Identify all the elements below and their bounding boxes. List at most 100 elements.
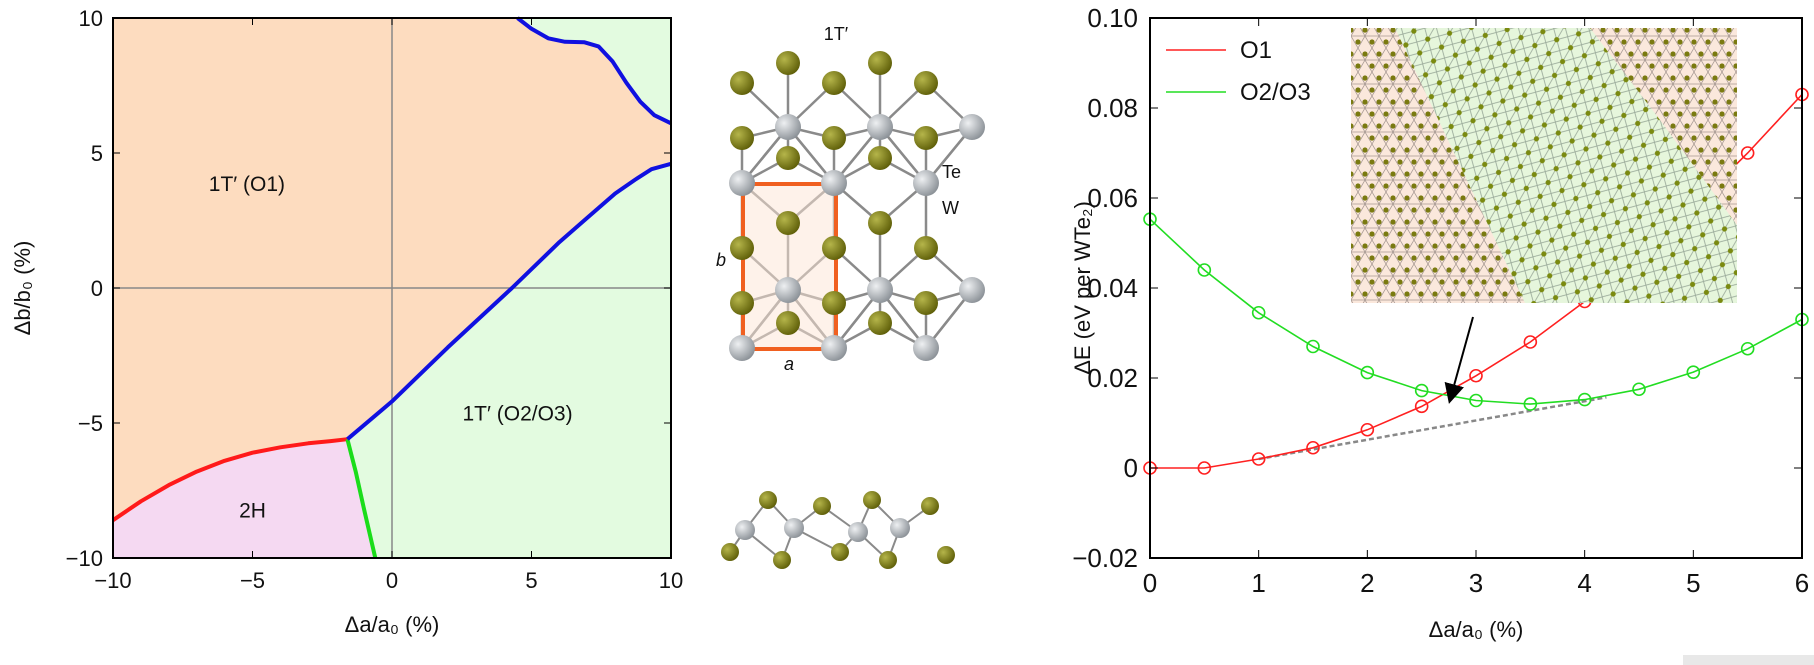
te-atom <box>822 126 846 150</box>
data-point <box>1469 368 1483 383</box>
te-atom <box>831 543 849 561</box>
te-label: Te <box>942 162 961 182</box>
x-tick-label: 4 <box>1577 568 1591 598</box>
x-tick-label: 5 <box>525 568 537 593</box>
y-tick-label: 0.02 <box>1087 363 1138 393</box>
data-point <box>1469 393 1483 408</box>
w-atom <box>729 335 755 361</box>
series-line-o2-o3 <box>1149 218 1803 405</box>
te-atom <box>914 236 938 260</box>
region-label-2h: 2H <box>239 500 266 523</box>
top-view <box>729 51 985 361</box>
w-atom <box>784 518 804 538</box>
te-atom <box>863 491 881 509</box>
phase-boundary <box>516 16 672 126</box>
inset-arrow <box>1444 316 1474 404</box>
data-point <box>1523 335 1538 349</box>
te-atom <box>730 291 754 315</box>
common-tangent-line <box>1258 396 1607 461</box>
te-atom <box>822 291 846 315</box>
x-tick-label: 6 <box>1795 568 1809 598</box>
te-atom <box>868 311 892 335</box>
y-tick-label: 10 <box>79 6 103 31</box>
y-tick-label: 0 <box>1124 453 1138 483</box>
region-2h <box>113 439 376 558</box>
te-atom <box>868 211 892 235</box>
y-tick-label: −5 <box>78 411 103 436</box>
legend-label-o2-o3: O2/O3 <box>1240 79 1311 106</box>
te-atom <box>914 126 938 150</box>
x-tick-label: 10 <box>659 568 683 593</box>
w-atom <box>913 335 939 361</box>
te-atom <box>730 236 754 260</box>
x-axis-label: Δa/a₀ (%) <box>345 612 440 637</box>
data-point <box>1360 422 1375 437</box>
x-axis-label: Δa/a₀ (%) <box>1429 617 1524 642</box>
y-tick-label: 5 <box>91 141 103 166</box>
data-point <box>1686 365 1701 379</box>
w-atom <box>890 518 910 538</box>
scroll-strip <box>1683 655 1814 665</box>
y-tick-label: −10 <box>66 546 103 571</box>
w-atom <box>959 277 985 303</box>
w-atom <box>821 170 847 196</box>
te-atom <box>776 51 800 75</box>
side-view <box>721 491 955 569</box>
y-tick-label: −0.02 <box>1072 543 1138 573</box>
w-atom <box>775 277 801 303</box>
te-atom <box>914 71 938 95</box>
te-atom <box>776 311 800 335</box>
legend-label-o1: O1 <box>1240 37 1272 64</box>
x-tick-label: −10 <box>94 568 131 593</box>
x-tick-label: 2 <box>1360 568 1374 598</box>
w-atom <box>821 335 847 361</box>
x-tick-label: 5 <box>1686 568 1700 598</box>
y-tick-label: 0.06 <box>1087 183 1138 213</box>
phase-boundary <box>345 438 378 559</box>
w-atom <box>729 170 755 196</box>
data-point <box>1523 397 1538 411</box>
y-axis-label: ΔE (eV per WTe₂) <box>1070 201 1095 375</box>
data-point <box>1306 440 1320 455</box>
data-point <box>1632 382 1646 397</box>
data-point <box>1306 339 1320 354</box>
region-label-o1: 1T′ (O1) <box>209 173 285 196</box>
w-atom <box>775 114 801 140</box>
te-atom <box>776 211 800 235</box>
te-atom <box>759 491 777 509</box>
w-atom <box>735 520 755 540</box>
x-tick-label: −5 <box>240 568 265 593</box>
x-tick-label: 3 <box>1469 568 1483 598</box>
w-atom <box>848 522 868 542</box>
te-atom <box>868 146 892 170</box>
te-atom <box>921 497 939 515</box>
cell-b-label: b <box>716 250 726 270</box>
x-tick-label: 0 <box>1143 568 1157 598</box>
y-tick-label: 0 <box>91 276 103 301</box>
te-atom <box>822 236 846 260</box>
te-atom <box>730 71 754 95</box>
te-atom <box>914 291 938 315</box>
data-point <box>1414 399 1429 414</box>
te-atom <box>730 126 754 150</box>
data-point <box>1251 452 1266 466</box>
data-point <box>1414 383 1429 398</box>
data-point <box>1740 146 1755 160</box>
cell-a-label: a <box>784 354 794 374</box>
region-label-o2-o3: 1T′ (O2/O3) <box>462 402 572 425</box>
data-point <box>1197 461 1212 475</box>
legend: O1 O2/O3 <box>1166 37 1311 106</box>
inset-image <box>1351 28 1737 303</box>
w-atom <box>867 114 893 140</box>
phase-boundary <box>346 161 672 441</box>
y-axis-label: Δb/b₀ (%) <box>10 241 35 336</box>
structure-title: 1T′ <box>824 24 849 44</box>
y-tick-label: 0.10 <box>1087 3 1138 33</box>
w-atom <box>867 277 893 303</box>
x-tick-label: 0 <box>386 568 398 593</box>
data-point <box>1251 305 1266 320</box>
y-tick-label: 0.08 <box>1087 93 1138 123</box>
te-atom <box>879 551 897 569</box>
